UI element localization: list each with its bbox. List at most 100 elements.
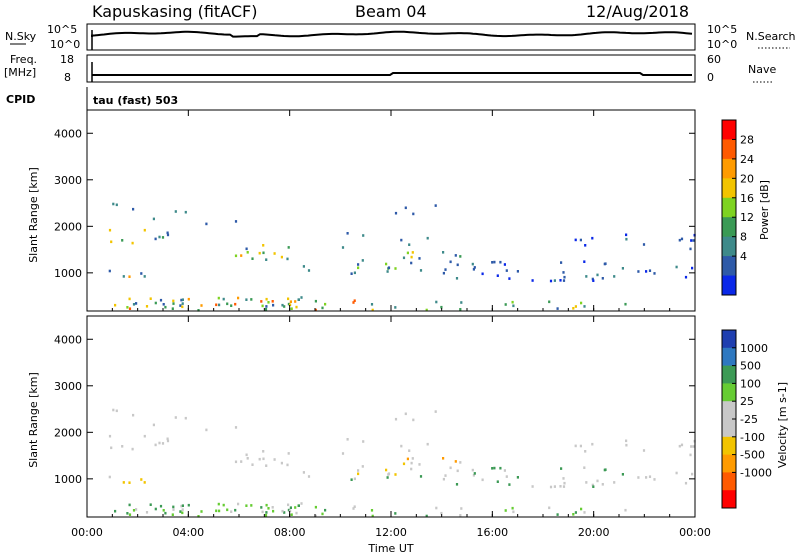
colorbar-tick-label: 12 — [740, 211, 754, 224]
power-echo — [455, 277, 459, 280]
power-echo — [621, 267, 624, 270]
nave-label: Nave — [748, 63, 776, 76]
velocity-echo — [260, 506, 263, 509]
velocity-echo — [434, 410, 437, 413]
freq-tick-top: 18 — [60, 53, 74, 66]
velocity-ylabel: Slant Range [km] — [27, 372, 40, 468]
power-echo — [684, 275, 688, 279]
nsearch-tick-bottom: 10^0 — [707, 38, 737, 51]
power-echo — [419, 269, 423, 272]
velocity-echo — [418, 463, 421, 466]
velocity-echo — [267, 507, 270, 510]
power-echo — [286, 257, 289, 261]
velocity-echo — [516, 476, 519, 479]
velocity-echo — [556, 513, 559, 516]
x-tick-label: 20:00 — [578, 526, 610, 539]
power-echo — [511, 300, 514, 304]
velocity-echo — [152, 423, 155, 427]
velocity-echo — [143, 481, 146, 484]
power-echo — [680, 237, 684, 241]
power-echo — [174, 210, 177, 213]
x-tick-label: 00:00 — [679, 526, 711, 539]
colorbar-segment — [722, 347, 736, 367]
power-echo — [166, 233, 170, 237]
velocity-echo — [154, 507, 157, 511]
power-echo — [442, 251, 445, 254]
power-echo — [459, 308, 462, 311]
power-echo — [406, 251, 409, 255]
velocity-echo — [459, 514, 462, 517]
power-echo — [265, 258, 268, 261]
colorbar-segment — [722, 401, 736, 420]
velocity-echo — [491, 467, 494, 470]
power-echo — [184, 210, 187, 214]
velocity-echo — [531, 485, 534, 488]
power-echo — [341, 246, 345, 249]
colorbar-tick-label: 20 — [740, 172, 754, 185]
velocity-echo — [184, 416, 187, 420]
power-echo — [426, 236, 429, 240]
velocity-echo — [251, 463, 254, 466]
velocity-echo — [361, 465, 364, 468]
time-axis-label: Time UT — [367, 542, 413, 554]
power-echo — [642, 243, 646, 246]
power-echo — [459, 255, 462, 258]
power-echo — [556, 307, 559, 310]
power-echo — [271, 300, 274, 303]
power-echo — [149, 297, 152, 300]
power-echo — [637, 270, 640, 273]
velocity-echo — [314, 505, 317, 509]
power-echo — [386, 270, 389, 273]
colorbar-segment — [722, 383, 736, 402]
velocity-echo — [200, 510, 203, 513]
power-echo — [353, 299, 356, 302]
power-echo — [217, 296, 220, 300]
nsearch-label: N.Search — [746, 30, 796, 43]
velocity-echo — [300, 502, 303, 505]
x-tick-label: 04:00 — [172, 526, 204, 539]
velocity-echo — [435, 506, 438, 510]
velocity-echo — [584, 450, 587, 453]
power-echo — [352, 301, 355, 304]
colorbar-tick-label: -100 — [740, 431, 765, 444]
power-echo — [234, 220, 238, 223]
velocity-echo — [132, 413, 135, 417]
power-echo — [361, 259, 364, 262]
velocity-echo — [559, 485, 562, 488]
power-echo — [549, 279, 553, 283]
power-echo — [234, 302, 237, 306]
velocity-echo — [132, 509, 136, 512]
power-echo — [122, 275, 125, 278]
power-echo — [128, 275, 131, 278]
velocity-echo — [394, 473, 397, 476]
power-echo — [289, 303, 292, 306]
power-echo — [222, 297, 225, 301]
velocity-echo — [121, 445, 124, 448]
power-echo — [394, 211, 398, 215]
velocity-echo — [579, 444, 582, 448]
velocity-echo — [410, 467, 413, 471]
velocity-scatter — [108, 408, 696, 518]
velocity-echo — [689, 453, 692, 457]
power-echo — [295, 305, 298, 309]
velocity-echo — [496, 480, 499, 483]
y-tick-label: 2000 — [54, 220, 82, 233]
velocity-echo — [181, 504, 184, 507]
colorbar-segment — [722, 419, 736, 438]
power-echo — [115, 203, 118, 207]
power-echo — [625, 237, 628, 241]
power-echo — [302, 265, 305, 268]
y-tick-label: 3000 — [54, 380, 82, 393]
power-y-axis: 4000 3000 2000 1000 — [54, 127, 695, 280]
velocity-echo — [350, 478, 353, 481]
velocity-echo — [675, 471, 678, 475]
power-echo — [585, 275, 588, 278]
velocity-echo — [158, 441, 161, 445]
time-axis: 00:00 04:00 08:00 12:00 16:00 20:00 00:00 — [71, 110, 711, 539]
power-echo — [161, 236, 165, 239]
velocity-echo — [180, 504, 183, 508]
velocity-echo — [387, 472, 391, 475]
nsky-trace — [91, 30, 693, 38]
velocity-echo — [511, 506, 514, 510]
power-echo — [110, 240, 113, 244]
